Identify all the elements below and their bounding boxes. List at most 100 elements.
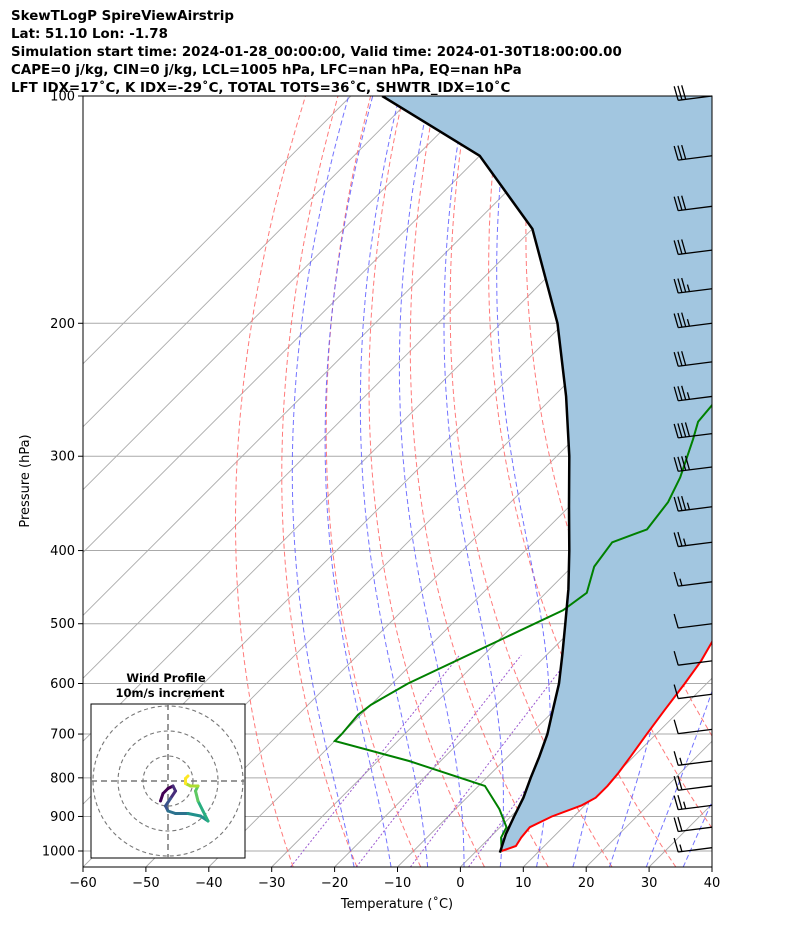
dry-adiabat: [525, 96, 712, 829]
inset-subtitle: 10m/s increment: [116, 686, 225, 700]
wind-barb: [673, 775, 713, 791]
isotherm-line: [83, 96, 603, 617]
wind-barb: [673, 837, 713, 853]
wind-barb-flag: [684, 422, 691, 437]
wind-barb-flag: [677, 456, 683, 471]
y-tick-label: 1000: [42, 845, 75, 860]
x-tick-label: −60: [69, 876, 96, 891]
wind-barb-staff: [678, 95, 713, 101]
wind-barb-flag: [681, 422, 687, 438]
wind-barb-staff: [678, 660, 713, 666]
x-tick-label: −50: [132, 876, 159, 891]
wind-barb: [673, 85, 713, 101]
y-tick-label: 900: [50, 810, 75, 825]
wind-barb-flag: [677, 386, 683, 401]
wind-barb-half-flag: [679, 844, 683, 852]
moist-adiabat: [291, 96, 355, 867]
wind-barb-flag: [673, 719, 679, 734]
parcel-line: [381, 96, 571, 853]
wind-barb: [673, 351, 713, 367]
wind-barb-flag: [681, 385, 687, 400]
wind-barb-staff: [678, 322, 713, 329]
wind-barbs: [673, 85, 713, 853]
wind-barb: [673, 651, 713, 666]
wind-barb-flag: [677, 775, 683, 790]
wind-barb-flag: [673, 795, 679, 810]
wind-barb-flag: [684, 455, 691, 471]
hodograph-ring: [117, 730, 219, 832]
x-tick-label: −40: [195, 876, 222, 891]
moist-adiabat: [682, 800, 712, 867]
y-tick-label: 600: [50, 677, 75, 692]
wind-barb: [673, 613, 713, 629]
axis-ticks: −60 −50 −40 −30 −20 −10 0 10 20 30 40 1000 900 800 700…: [42, 90, 720, 892]
mixing-ratio-line: [409, 654, 573, 867]
x-tick-label: −10: [384, 876, 411, 891]
wind-barb: [673, 277, 713, 294]
wind-barb-flag: [673, 423, 679, 439]
temperature-line: [501, 639, 712, 852]
wind-barb-flag: [681, 277, 687, 293]
wind-barb-flag: [681, 195, 687, 210]
wind-barb-flag: [673, 751, 679, 766]
isotherm-line: [83, 96, 477, 491]
wind-barb-flag: [677, 496, 683, 511]
y-tick-label: 300: [50, 450, 75, 465]
wind-barb-flag: [681, 85, 687, 100]
y-tick-label: 400: [50, 544, 75, 559]
wind-barb-flag: [681, 312, 687, 327]
wind-barb-flag: [673, 145, 679, 161]
hodograph-segment: [194, 789, 200, 803]
shade-layer: [382, 96, 712, 853]
isotherm-line: [397, 551, 712, 867]
dry-adiabat: [762, 96, 794, 867]
wind-barb-staff: [678, 847, 713, 853]
x-tick-label: −30: [258, 876, 285, 891]
wind-barb-flag: [673, 352, 679, 367]
isotherm-line: [83, 96, 540, 554]
wind-barb-flag: [681, 456, 687, 471]
wind-barb: [673, 684, 713, 700]
moist-adiabat: [324, 96, 392, 867]
wind-barb-flag: [673, 776, 679, 791]
wind-barb: [673, 571, 713, 587]
moist-adiabat: [645, 689, 712, 867]
indices-line-1: CAPE=0 j/kg, CIN=0 j/kg, LCL=1005 hPa, L…: [11, 63, 522, 78]
wind-barb: [673, 239, 713, 256]
cape-cin-shading: [382, 96, 712, 853]
wind-barb-staff: [678, 205, 713, 212]
profile-lines: [332, 96, 712, 853]
dry-adiabat: [368, 96, 485, 867]
x-tick-label: 40: [704, 876, 721, 891]
dry-adiabat: [235, 96, 306, 867]
wind-barb-flag: [677, 816, 683, 832]
chart-title-block: SkewTLogP SpireViewAirstrip Lat: 51.10 L…: [11, 8, 622, 98]
wind-barb: [673, 816, 713, 833]
y-tick-label: 100: [50, 90, 75, 105]
dry-adiabat: [729, 96, 794, 867]
wind-barb: [673, 455, 713, 472]
wind-barb-flag: [677, 278, 683, 293]
wind-barb-flag: [673, 532, 679, 547]
wind-barb: [673, 794, 713, 811]
wind-barb-flag: [677, 195, 683, 211]
wind-barb: [673, 531, 713, 548]
inset-plot: [91, 704, 245, 858]
wind-barb-flag: [677, 145, 683, 160]
wind-barb-staff: [678, 581, 713, 587]
hodograph-segment: [169, 789, 177, 800]
wind-barb-staff: [678, 155, 713, 161]
wind-barb-flag: [673, 496, 679, 512]
isotherm-line: [711, 866, 712, 867]
wind-barb-staff: [678, 361, 713, 367]
wind-barb-staff: [678, 506, 713, 512]
wind-profile-inset: Wind Profile 10m/s increment: [90, 671, 246, 859]
mixing-ratio-line: [468, 654, 627, 867]
wind-barb-staff: [678, 395, 713, 402]
time-line: Simulation start time: 2024-01-28_00:00:…: [11, 45, 622, 60]
wind-barb-half-flag: [686, 318, 691, 327]
moist-adiabat: [359, 96, 429, 867]
wind-barb-flag: [677, 423, 683, 438]
wind-barb-flag: [673, 457, 679, 472]
